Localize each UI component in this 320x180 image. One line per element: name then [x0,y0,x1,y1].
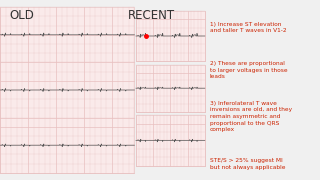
Text: 2) These are proportional
to larger voltages in those
leads: 2) These are proportional to larger volt… [210,61,287,79]
Text: 3) Inferolateral T wave
inversions are old, and they
remain asymmetric and
propo: 3) Inferolateral T wave inversions are o… [210,101,292,132]
Text: 1) Increase ST elevation
and taller T waves in V1-2: 1) Increase ST elevation and taller T wa… [210,22,286,33]
FancyBboxPatch shape [0,7,134,173]
FancyBboxPatch shape [136,11,205,61]
FancyBboxPatch shape [136,115,205,166]
Text: OLD: OLD [10,9,35,22]
FancyBboxPatch shape [136,65,205,112]
Text: STE/S > 25% suggest MI
but not always applicable: STE/S > 25% suggest MI but not always ap… [210,158,285,170]
Text: RECENT: RECENT [128,9,175,22]
